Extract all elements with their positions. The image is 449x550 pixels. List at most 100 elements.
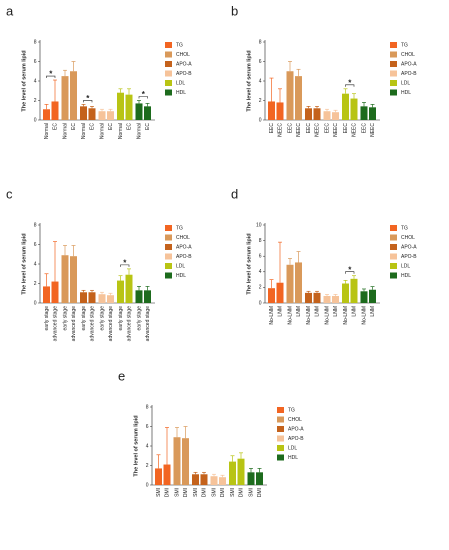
legend-label: APO-A [401, 61, 417, 67]
y-tick-label: 2 [146, 463, 149, 469]
legend-swatch [165, 80, 172, 86]
y-tick-label: 0 [259, 117, 262, 123]
y-tick-label: 8 [259, 39, 262, 45]
x-tick-label: EC [71, 123, 77, 130]
x-tick-label: NEEC [351, 123, 357, 137]
bar [360, 106, 368, 120]
x-tick-label: Normal [99, 123, 105, 139]
bar [268, 288, 275, 303]
legend-swatch [165, 225, 172, 231]
legend-label: TG [176, 42, 183, 48]
x-tick-label: LNM [277, 306, 283, 317]
x-tick-label: Normal [136, 123, 142, 139]
x-tick-label: advanced stage [71, 306, 77, 342]
legend-label: LDL [288, 445, 297, 451]
y-axis-label: The level of serum lipid [246, 233, 252, 294]
legend-swatch [390, 89, 397, 96]
x-tick-label: No-LNM [343, 306, 349, 325]
legend-label: APO-A [288, 426, 304, 432]
bar [332, 295, 339, 303]
x-tick-label: No-LNM [361, 306, 367, 325]
x-tick-label: SMI [230, 488, 236, 497]
x-tick-label: early stage [81, 306, 87, 331]
bar [350, 98, 358, 120]
legend-swatch [390, 234, 397, 241]
legend-label: APO-B [401, 71, 417, 77]
legend-label: LDL [176, 80, 185, 86]
bar [295, 262, 302, 303]
x-tick-label: No-LNM [287, 306, 293, 325]
x-tick-label: SMI [156, 488, 162, 497]
x-tick-label: early stage [118, 306, 124, 331]
significance-star: * [86, 94, 90, 103]
bar [70, 71, 77, 120]
legend-swatch [390, 225, 397, 231]
y-tick-label: 0 [34, 300, 37, 306]
legend-label: APO-B [288, 436, 304, 442]
legend-swatch [390, 253, 397, 260]
bar [229, 461, 236, 485]
x-tick-label: advanced stage [108, 306, 114, 342]
x-tick-label: NEEC [370, 123, 376, 137]
legend-swatch [165, 89, 172, 96]
legend-swatch [165, 244, 172, 250]
bar [107, 111, 114, 120]
legend-label: TG [176, 225, 183, 231]
legend-swatch [390, 42, 397, 48]
significance-star: * [123, 258, 127, 267]
x-tick-label: EEC [324, 123, 330, 134]
bar [70, 256, 77, 303]
bar [305, 108, 312, 120]
legend-swatch [390, 263, 397, 269]
legend-label: TG [401, 42, 408, 48]
legend-label: HDL [176, 90, 186, 96]
x-tick-label: advanced stage [89, 306, 95, 342]
bar [192, 474, 199, 485]
x-tick-label: EC [89, 123, 95, 130]
x-tick-label: DMI [257, 488, 263, 497]
y-tick-label: 2 [34, 281, 37, 287]
bar [286, 264, 294, 303]
legend-label: HDL [401, 90, 411, 96]
x-tick-label: early stage [136, 306, 142, 331]
y-tick-label: 6 [259, 254, 262, 260]
x-tick-label: Normal [81, 123, 87, 139]
bar [360, 291, 368, 303]
x-tick-label: NEEC [333, 123, 339, 137]
y-tick-label: 6 [34, 59, 37, 65]
bar [144, 290, 151, 303]
panel-letter: d [231, 186, 238, 201]
bar [247, 472, 255, 485]
bar [286, 71, 294, 120]
bar [98, 111, 106, 120]
bar [125, 94, 133, 120]
legend-label: TG [401, 225, 408, 231]
legend-label: APO-B [176, 254, 192, 260]
y-tick-label: 4 [146, 443, 149, 449]
legend-swatch [165, 234, 172, 241]
legend-label: HDL [288, 455, 298, 461]
legend-swatch [390, 51, 397, 58]
x-tick-label: DMI [220, 488, 226, 497]
legend-label: HDL [176, 273, 186, 279]
bar [80, 292, 87, 303]
legend-swatch [277, 426, 284, 432]
y-tick-label: 8 [146, 404, 149, 410]
legend-swatch [165, 42, 172, 48]
x-tick-label: EC [126, 123, 132, 130]
legend-swatch [165, 253, 172, 260]
bar [98, 294, 106, 303]
panel-letter: e [118, 368, 125, 383]
bar [305, 292, 312, 303]
bar [369, 107, 376, 120]
bar [61, 255, 69, 303]
bar [295, 76, 302, 120]
bar [51, 101, 59, 120]
legend-label: APO-B [401, 254, 417, 260]
y-tick-label: 0 [146, 482, 149, 488]
legend-swatch [165, 61, 172, 67]
x-tick-label: No-LNM [269, 306, 275, 325]
y-axis-label: The level of serum lipid [133, 415, 139, 476]
bar [163, 464, 171, 485]
y-tick-label: 4 [259, 269, 262, 275]
